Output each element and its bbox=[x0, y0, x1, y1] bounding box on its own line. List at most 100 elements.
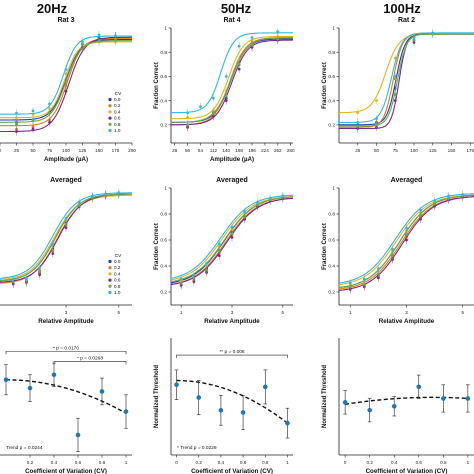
panel-title: Rat 4 bbox=[223, 17, 240, 24]
series-1.0 bbox=[0, 30, 132, 118]
x-tick-label: 140 bbox=[222, 148, 230, 153]
legend-marker bbox=[108, 290, 112, 295]
data-point bbox=[230, 225, 234, 229]
legend-marker bbox=[108, 110, 112, 114]
panel-row3-col3: 0 0.2 0.4 0.6 0.8 1 Coefficient of Variation (… bbox=[322, 338, 474, 474]
data-point bbox=[123, 409, 129, 414]
y-tick-label: 0.4 bbox=[160, 264, 167, 270]
y-tick-label: 0.6 bbox=[328, 238, 335, 244]
panel-row2-col3: Averaged 1 3 5 0.2 0.4 0.6 0.8 1 Relative Amplitu… bbox=[322, 177, 474, 325]
data-point bbox=[375, 117, 378, 121]
y-tick-label: 0.8 bbox=[160, 212, 167, 218]
y-tick-label: 0.6 bbox=[160, 74, 167, 80]
data-point bbox=[104, 192, 107, 196]
data-point bbox=[64, 217, 68, 220]
y-tick-label: 0.2 bbox=[328, 123, 335, 129]
series-1.0 bbox=[339, 28, 474, 127]
y-tick-label: 0.2 bbox=[328, 290, 335, 296]
data-point bbox=[48, 102, 51, 106]
data-point bbox=[356, 111, 360, 115]
data-point bbox=[51, 248, 55, 252]
legend-marker bbox=[108, 97, 112, 102]
data-point bbox=[391, 247, 394, 251]
data-point bbox=[75, 432, 81, 438]
y-axis-label: Fraction Correct bbox=[322, 223, 328, 270]
panel-title: Averaged bbox=[50, 177, 82, 184]
data-point bbox=[405, 233, 408, 237]
panel-title: Averaged bbox=[216, 177, 248, 184]
trend-curve bbox=[176, 379, 288, 424]
panel-row2-col2: Averaged 1 3 5 0.2 0.4 0.6 0.8 1 Relative Amplitu… bbox=[154, 177, 294, 325]
x-tick-label: 0 bbox=[0, 148, 2, 153]
x-tick-label: 84 bbox=[198, 148, 204, 153]
data-point bbox=[376, 272, 380, 276]
x-tick-label: 0.8 bbox=[99, 460, 106, 465]
data-point bbox=[91, 194, 94, 198]
x-tick-label: 0.6 bbox=[416, 460, 423, 465]
data-point bbox=[31, 109, 35, 113]
data-point bbox=[217, 254, 221, 257]
data-point bbox=[447, 194, 451, 198]
x-tick-label: 175 bbox=[112, 148, 120, 153]
x-tick-label: 0.6 bbox=[240, 460, 247, 465]
data-point bbox=[15, 111, 18, 115]
data-point bbox=[281, 194, 285, 198]
panel-title: Rat 3 bbox=[57, 17, 74, 24]
series-0.4 bbox=[0, 191, 133, 285]
data-point bbox=[174, 382, 179, 388]
data-point bbox=[412, 36, 416, 40]
legend-label: 0.8 bbox=[114, 122, 121, 127]
data-point bbox=[64, 80, 68, 84]
significance-label: ** p = 0.006 bbox=[219, 349, 245, 355]
x-tick-label: 168 bbox=[235, 148, 243, 153]
x-tick-label: 150 bbox=[448, 148, 456, 153]
column-title-20hz: 20Hz bbox=[37, 1, 68, 16]
data-point bbox=[237, 67, 241, 71]
data-point bbox=[250, 36, 254, 40]
y-axis-label: Fraction Correct bbox=[154, 62, 160, 109]
data-point bbox=[64, 72, 68, 76]
y-axis-label: Fraction Correct bbox=[154, 223, 160, 270]
y-axis-label: Normalized Threshold bbox=[154, 365, 160, 428]
data-point bbox=[375, 99, 378, 103]
data-point bbox=[285, 420, 290, 426]
fit-curve bbox=[339, 32, 474, 123]
series-0.6 bbox=[338, 193, 474, 294]
series-1.0 bbox=[338, 190, 474, 287]
data-point bbox=[393, 99, 397, 103]
x-tick-label: 75 bbox=[393, 148, 399, 153]
data-point bbox=[256, 200, 259, 204]
fit-curve bbox=[338, 193, 474, 284]
significance-label: * p = 0.0170 bbox=[53, 345, 79, 351]
fit-curve bbox=[339, 33, 474, 127]
x-tick-label: 112 bbox=[210, 148, 218, 153]
x-tick-label: 50 bbox=[374, 148, 380, 153]
fit-curve bbox=[0, 193, 132, 282]
legend-marker bbox=[108, 278, 112, 282]
y-tick-label: 0.4 bbox=[328, 264, 335, 270]
trend-curve bbox=[6, 379, 127, 414]
data-point bbox=[205, 262, 208, 265]
legend-label: 0.0 bbox=[114, 97, 121, 102]
data-point bbox=[48, 111, 51, 115]
y-tick-label: 0.2 bbox=[160, 290, 167, 296]
x-tick-label: 3 bbox=[231, 310, 234, 315]
data-point bbox=[51, 242, 55, 246]
y-tick-label: 0.4 bbox=[160, 98, 167, 104]
series-0.8 bbox=[170, 34, 293, 129]
fit-curve bbox=[0, 193, 133, 283]
y-tick-label: 0.8 bbox=[328, 50, 335, 56]
data-point bbox=[64, 222, 68, 226]
data-point bbox=[416, 384, 422, 390]
trend-curve bbox=[344, 396, 468, 405]
fit-curve bbox=[171, 32, 293, 114]
legend-label: 0.0 bbox=[114, 259, 121, 264]
legend-marker bbox=[108, 128, 112, 133]
data-point bbox=[3, 377, 9, 383]
x-axis-label: Amplitude (µA) bbox=[44, 156, 88, 163]
data-point bbox=[419, 208, 422, 212]
fit-curve bbox=[0, 192, 132, 279]
data-point bbox=[240, 410, 246, 415]
data-point bbox=[97, 39, 101, 43]
x-tick-label: 0.8 bbox=[440, 460, 447, 465]
